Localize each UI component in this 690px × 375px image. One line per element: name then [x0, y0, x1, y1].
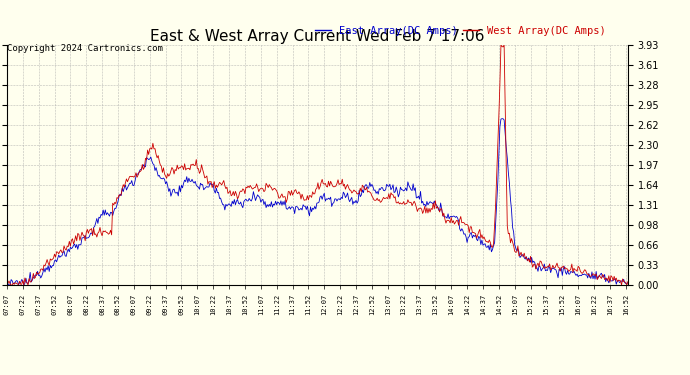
Legend: East Array(DC Amps), West Array(DC Amps): East Array(DC Amps), West Array(DC Amps)	[311, 21, 610, 40]
Title: East & West Array Current Wed Feb 7 17:06: East & West Array Current Wed Feb 7 17:0…	[150, 29, 484, 44]
Text: Copyright 2024 Cartronics.com: Copyright 2024 Cartronics.com	[7, 44, 163, 52]
